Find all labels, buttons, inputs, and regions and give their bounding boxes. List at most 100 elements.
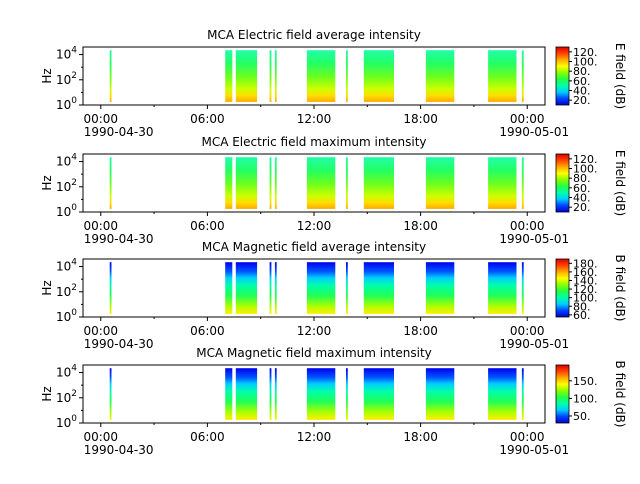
- y-axis-label: Hz: [40, 280, 54, 295]
- date-end-label: 1990-05-01: [499, 232, 569, 246]
- data-column: [225, 157, 233, 209]
- x-tick-label: 00:00: [83, 430, 118, 444]
- x-tick-label: 06:00: [190, 219, 225, 233]
- date-end-label: 1990-05-01: [499, 125, 569, 139]
- data-column: [109, 262, 112, 314]
- data-column: [425, 157, 455, 209]
- panel-title: MCA Magnetic field average intensity: [202, 240, 426, 254]
- colorbar-tick-label: 180.: [573, 257, 598, 270]
- data-column: [274, 368, 277, 420]
- colorbar-tick-label: 100.: [573, 163, 598, 176]
- colorbar-tick-label: 150.: [573, 375, 598, 388]
- x-tick-label: 06:00: [190, 324, 225, 338]
- y-tick-label: 104: [56, 258, 77, 274]
- colorbar-tick-label: 50.: [573, 410, 591, 423]
- colorbar-tick-label: 60.: [573, 309, 591, 322]
- data-column: [425, 262, 455, 314]
- data-column: [235, 368, 258, 420]
- x-tick-label: 18:00: [403, 219, 438, 233]
- colorbar-tick-label: 120.: [573, 283, 598, 296]
- date-start-label: 1990-04-30: [84, 337, 154, 351]
- colorbar-tick-label: 60.: [573, 182, 591, 195]
- data-column: [274, 50, 277, 102]
- x-tick-label: 18:00: [403, 112, 438, 126]
- data-column: [346, 50, 348, 102]
- data-column: [488, 157, 517, 209]
- x-tick-label: 18:00: [403, 324, 438, 338]
- data-column: [235, 157, 258, 209]
- data-column: [363, 368, 394, 420]
- colorbar-tick-label: 120.: [573, 46, 598, 59]
- x-tick-label: 00:00: [510, 430, 545, 444]
- data-column: [109, 157, 112, 209]
- colorbar: [555, 364, 570, 424]
- data-column: [488, 262, 517, 314]
- colorbar-tick-label: 100.: [573, 392, 598, 405]
- colorbar-label: E field (dB): [613, 150, 627, 216]
- colorbar-label: B field (dB): [613, 361, 627, 428]
- data-column: [425, 368, 455, 420]
- data-column: [363, 50, 394, 102]
- data-column: [269, 157, 272, 209]
- colorbar-tick-label: 120.: [573, 153, 598, 166]
- data-column: [109, 368, 112, 420]
- data-column: [274, 262, 277, 314]
- data-column: [306, 50, 336, 102]
- data-column: [235, 262, 258, 314]
- y-tick-label: 104: [56, 153, 77, 169]
- date-start-label: 1990-04-30: [84, 443, 154, 457]
- data-column: [109, 50, 112, 102]
- data-column: [269, 368, 272, 420]
- colorbar-tick-label: 100.: [573, 292, 598, 305]
- colorbar-tick-label: 160.: [573, 266, 598, 279]
- colorbar: [555, 46, 570, 106]
- data-column: [225, 50, 233, 102]
- x-tick-label: 12:00: [297, 112, 332, 126]
- colorbar-tick-label: 40.: [573, 192, 591, 205]
- x-tick-label: 00:00: [510, 112, 545, 126]
- data-column: [363, 262, 394, 314]
- data-column: [521, 50, 524, 102]
- x-tick-label: 18:00: [403, 430, 438, 444]
- data-column: [488, 368, 517, 420]
- colorbar: [555, 153, 570, 213]
- y-tick-label: 102: [56, 283, 77, 299]
- x-tick-label: 00:00: [83, 112, 118, 126]
- data-column: [225, 262, 233, 314]
- y-axis-label: Hz: [40, 68, 54, 83]
- x-tick-label: 12:00: [297, 219, 332, 233]
- y-axis-label: Hz: [40, 386, 54, 401]
- panel-1: MCA Electric field average intensity 100 1…: [40, 28, 627, 139]
- y-tick-label: 100: [56, 96, 77, 112]
- data-column: [521, 368, 524, 420]
- y-tick-label: 102: [56, 389, 77, 405]
- data-column: [306, 262, 336, 314]
- date-start-label: 1990-04-30: [84, 125, 154, 139]
- x-tick-label: 00:00: [510, 219, 545, 233]
- data-column: [521, 157, 524, 209]
- date-end-label: 1990-05-01: [499, 337, 569, 351]
- data-column: [521, 262, 524, 314]
- y-tick-label: 104: [56, 46, 77, 62]
- x-tick-label: 06:00: [190, 112, 225, 126]
- y-tick-label: 102: [56, 71, 77, 87]
- data-column: [363, 157, 394, 209]
- panel-title: MCA Electric field maximum intensity: [201, 135, 426, 149]
- y-tick-label: 104: [56, 364, 77, 380]
- data-column: [346, 157, 348, 209]
- data-column: [346, 368, 348, 420]
- data-column: [306, 368, 336, 420]
- panels: MCA Electric field average intensity 100 1…: [40, 28, 627, 457]
- data-column: [225, 368, 233, 420]
- y-tick-label: 100: [56, 203, 77, 219]
- panel-3: MCA Magnetic field average intensity 100 1…: [40, 240, 627, 351]
- x-tick-label: 00:00: [83, 219, 118, 233]
- colorbar-tick-label: 100.: [573, 56, 598, 69]
- colorbar-label: E field (dB): [613, 43, 627, 109]
- colorbar-tick-label: 20.: [573, 94, 591, 107]
- colorbar-tick-label: 20.: [573, 201, 591, 214]
- panel-title: MCA Electric field average intensity: [207, 28, 421, 42]
- y-tick-label: 100: [56, 308, 77, 324]
